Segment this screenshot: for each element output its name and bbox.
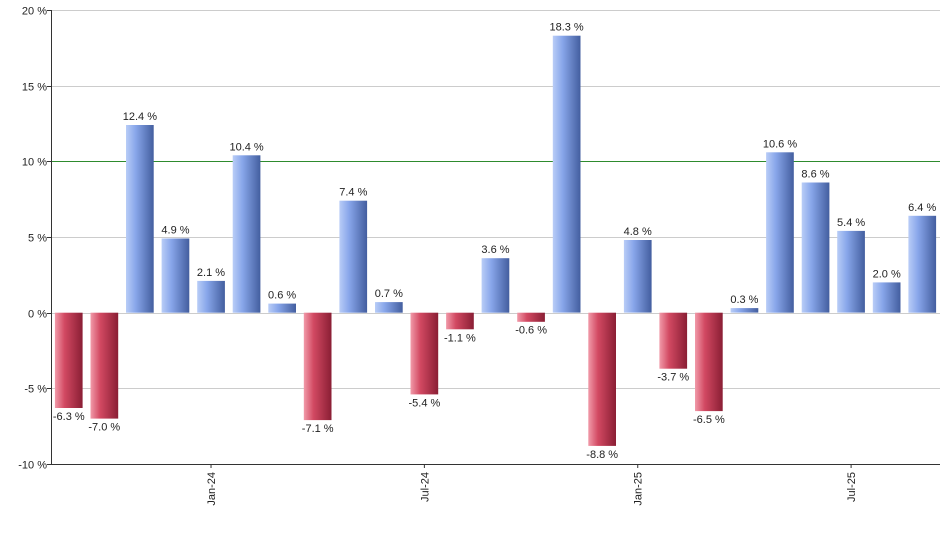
y-tick-label: -5 %: [24, 384, 47, 396]
bar: [623, 240, 652, 313]
data-label: 2.0 %: [873, 268, 901, 280]
data-label: -3.7 %: [657, 372, 689, 384]
data-label: -5.4 %: [409, 397, 441, 409]
data-label: 0.7 %: [375, 288, 403, 300]
data-label: -6.5 %: [693, 414, 725, 426]
data-label: -7.0 %: [88, 422, 120, 434]
x-tick-label: Jul-24: [419, 472, 431, 502]
data-label: 10.4 %: [229, 141, 263, 153]
data-label: 4.9 %: [161, 225, 189, 237]
bar: [659, 312, 688, 369]
data-label: 8.6 %: [801, 169, 829, 181]
data-label: 4.8 %: [624, 226, 652, 238]
data-labels: -6.3 %-7.0 % 12.4 % 4.9 % 2.1 % 10.4 % 0.6 % -…: [53, 22, 937, 461]
data-label: -6.3 %: [53, 411, 85, 423]
bar: [695, 312, 723, 412]
y-tick-label: 20 %: [22, 6, 47, 18]
bar: [837, 230, 865, 313]
data-label: 3.6 %: [481, 244, 509, 256]
bar: [161, 238, 190, 313]
y-tick-label: 15 %: [22, 82, 47, 94]
y-tick-label: 0 %: [28, 309, 47, 321]
data-label: -8.8 %: [586, 449, 618, 461]
y-tick-label: 10 %: [22, 157, 47, 169]
x-tick-label: Jan-24: [206, 472, 218, 506]
data-label: 7.4 %: [339, 187, 367, 199]
bar: [303, 312, 332, 421]
bar: [126, 125, 154, 313]
data-label: 10.6 %: [763, 138, 797, 150]
bar: [730, 308, 759, 313]
bar: [481, 258, 510, 313]
bar: [197, 280, 225, 313]
data-label: 18.3 %: [549, 22, 583, 34]
bar: [517, 312, 545, 322]
data-label: 6.4 %: [908, 202, 936, 214]
bar: [588, 312, 616, 446]
bar: [766, 152, 794, 313]
bars: [54, 35, 937, 446]
data-label: 12.4 %: [123, 111, 157, 123]
data-label: -1.1 %: [444, 332, 476, 344]
data-label: -0.6 %: [515, 325, 547, 337]
bar: [410, 312, 439, 395]
x-tick-label: Jan-25: [633, 472, 645, 506]
data-label: 0.3 %: [730, 294, 758, 306]
y-tick-label: 5 %: [28, 233, 47, 245]
bar: [552, 35, 581, 313]
data-label: -7.1 %: [302, 423, 334, 435]
data-label: 5.4 %: [837, 217, 865, 229]
data-label: 2.1 %: [197, 267, 225, 279]
bar: [268, 303, 296, 313]
axes: -10 % -5 % 0 % 5 % 10 % 15 % 20 % Jan-24 Jul-24 J…: [18, 6, 940, 506]
bar: [54, 312, 83, 408]
bar: [908, 215, 937, 313]
bar: [339, 200, 368, 313]
y-tick-label: -10 %: [18, 460, 47, 472]
data-label: 0.6 %: [268, 290, 296, 302]
x-tick-label: Jul-25: [846, 472, 858, 502]
bar: [801, 182, 830, 313]
bar: [872, 282, 901, 313]
bar: [90, 312, 119, 419]
bar: [446, 312, 474, 330]
bar: [375, 302, 403, 313]
bar: [232, 155, 261, 313]
